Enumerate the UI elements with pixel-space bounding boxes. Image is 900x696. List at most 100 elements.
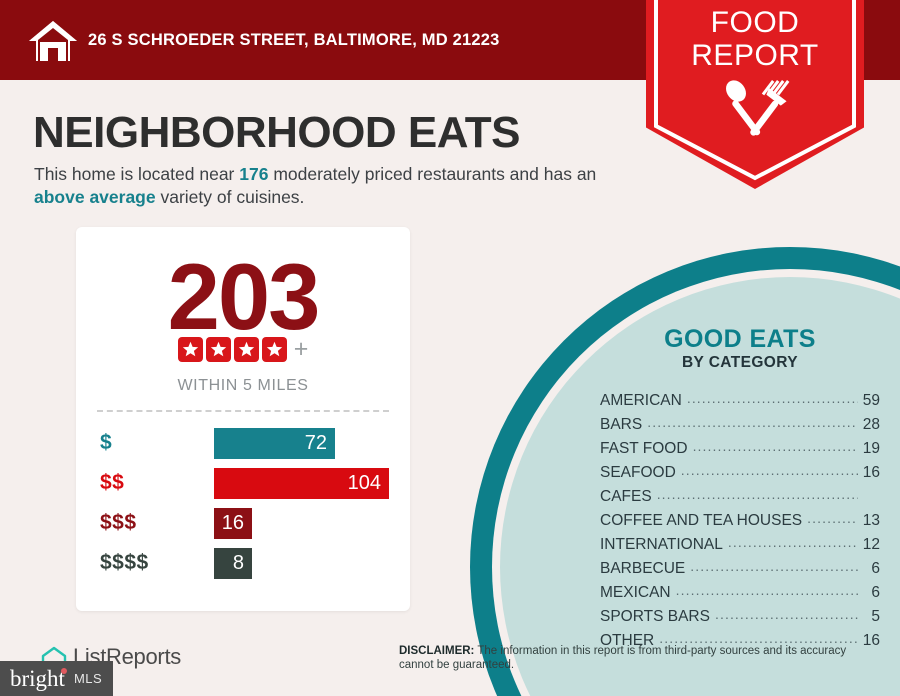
leader-dots: ........................................… — [647, 414, 858, 430]
category-count: 28 — [862, 416, 880, 433]
page-title: NEIGHBORHOOD EATS — [33, 108, 520, 157]
star-icon — [233, 337, 259, 362]
price-tier-row: $72 — [76, 423, 410, 463]
subtitle-part-3: variety of cuisines. — [155, 187, 305, 207]
category-row: CAFES...................................… — [600, 484, 880, 508]
leader-dots: ........................................… — [680, 462, 858, 478]
subtitle-variety: above average — [34, 187, 156, 207]
category-row: AMERICAN................................… — [600, 388, 880, 412]
category-name: INTERNATIONAL — [600, 536, 723, 553]
price-tier-row: $$ 104 — [76, 463, 410, 503]
subtitle-part-2: moderately priced restaurants and has an — [268, 164, 597, 184]
category-row: SPORTS BARS.............................… — [600, 604, 880, 628]
page-subtitle: This home is located near 176 moderately… — [34, 163, 634, 209]
badge-title-line2: REPORT — [691, 39, 819, 72]
category-count: 59 — [862, 392, 880, 409]
house-icon — [29, 21, 77, 61]
category-row: INTERNATIONAL...........................… — [600, 532, 880, 556]
category-list: AMERICAN................................… — [600, 388, 880, 652]
price-tier-chart: $72 $$ 104 $$$ 16 $$$$ 8 — [76, 423, 410, 583]
category-name: CAFES — [600, 488, 652, 505]
category-row: BARBECUE................................… — [600, 556, 880, 580]
category-row: MEXICAN.................................… — [600, 580, 880, 604]
category-count: 12 — [862, 536, 880, 553]
leader-dots: ........................................… — [727, 534, 858, 550]
restaurant-summary-card: 203 + WITHIN 5 MILES $72 $$ 104 $$$ 16 $$$$ 8 — [76, 227, 410, 611]
badge-title: FOOD REPORT — [646, 6, 864, 72]
category-name: SPORTS BARS — [600, 608, 710, 625]
leader-dots: ........................................… — [686, 390, 858, 406]
category-name: COFFEE AND TEA HOUSES — [600, 512, 803, 529]
price-tier-bar: 16 — [214, 507, 252, 539]
category-count: 5 — [871, 608, 880, 625]
price-tier-label: $ — [100, 431, 113, 454]
price-tier-bar: 72 — [214, 427, 335, 459]
price-tier-value: 8 — [232, 551, 244, 574]
disclaimer: DISCLAIMER: The information in this repo… — [399, 645, 864, 672]
good-eats-panel: GOOD EATS BY CATEGORY AMERICAN..........… — [600, 325, 880, 652]
price-tier-label: $$$$ — [100, 551, 149, 574]
price-tier-bar-track: 72 — [214, 427, 335, 459]
card-divider — [97, 410, 389, 412]
price-tier-bar-track: 16 — [214, 507, 252, 539]
disclaimer-text: The information in this report is from t… — [399, 645, 847, 671]
subtitle-count: 176 — [239, 164, 269, 184]
price-tier-bar-track: 8 — [214, 547, 252, 579]
subtitle-part-1: This home is located near — [34, 164, 240, 184]
price-tier-bar-track: 104 — [214, 467, 389, 499]
good-eats-title: GOOD EATS — [664, 325, 816, 353]
price-tier-value: 16 — [221, 511, 244, 534]
category-count: 19 — [862, 440, 880, 457]
category-row: FAST FOOD...............................… — [600, 436, 880, 460]
category-name: BARBECUE — [600, 560, 686, 577]
price-tier-value: 72 — [304, 431, 327, 454]
badge-title-line1: FOOD — [710, 6, 800, 39]
teal-circle-graphic — [470, 247, 900, 696]
category-count: 16 — [862, 464, 880, 481]
star-icon — [177, 337, 203, 362]
leader-dots: ........................................… — [675, 582, 858, 598]
category-name: SEAFOOD — [600, 464, 676, 481]
category-count: 6 — [871, 584, 880, 601]
bright-mls-logo: bright MLS — [0, 661, 113, 696]
price-tier-bar: 104 — [214, 467, 389, 499]
price-tier-row: $$$ 16 — [76, 503, 410, 543]
food-report-badge: FOOD REPORT — [646, 0, 864, 189]
category-row: OTHER...................................… — [600, 628, 880, 652]
leader-dots: ........................................… — [807, 510, 858, 526]
star-plus-sign: + — [293, 335, 309, 363]
category-name: MEXICAN — [600, 584, 671, 601]
price-tier-value: 104 — [347, 471, 381, 494]
category-name: OTHER — [600, 632, 655, 649]
radius-label: WITHIN 5 MILES — [177, 377, 309, 394]
category-row: COFFEE AND TEA HOUSES...................… — [600, 508, 880, 532]
star-icon — [261, 337, 287, 362]
price-tier-label: $$ — [100, 471, 125, 494]
price-tier-bar: 8 — [214, 547, 252, 579]
leader-dots: ........................................… — [690, 558, 858, 574]
category-name: FAST FOOD — [600, 440, 688, 457]
spoon-fork-icon — [726, 80, 790, 136]
total-restaurants-count: 203 — [167, 244, 321, 349]
good-eats-subtitle: BY CATEGORY — [681, 354, 799, 371]
leader-dots: ........................................… — [714, 606, 858, 622]
category-row: BARS....................................… — [600, 412, 880, 436]
badge-outline — [654, 0, 856, 181]
category-count: 16 — [862, 632, 880, 649]
leader-dots: ........................................… — [692, 438, 858, 454]
category-count: 6 — [871, 560, 880, 577]
mls-wordmark: MLS — [73, 671, 103, 686]
disclaimer-label: DISCLAIMER: — [399, 645, 475, 657]
leader-dots: ........................................… — [659, 630, 858, 646]
price-tier-label: $$$ — [100, 511, 137, 534]
category-name: BARS — [600, 416, 643, 433]
category-row: SEAFOOD.................................… — [600, 460, 880, 484]
bright-wordmark: bright — [10, 665, 67, 691]
category-name: AMERICAN — [600, 392, 682, 409]
star-icon — [205, 337, 231, 362]
bright-dot-icon — [60, 667, 67, 674]
property-address: 26 S SCHROEDER STREET, BALTIMORE, MD 212… — [88, 31, 500, 49]
leader-dots: ........................................… — [656, 486, 858, 502]
star-rating: + — [76, 337, 410, 362]
